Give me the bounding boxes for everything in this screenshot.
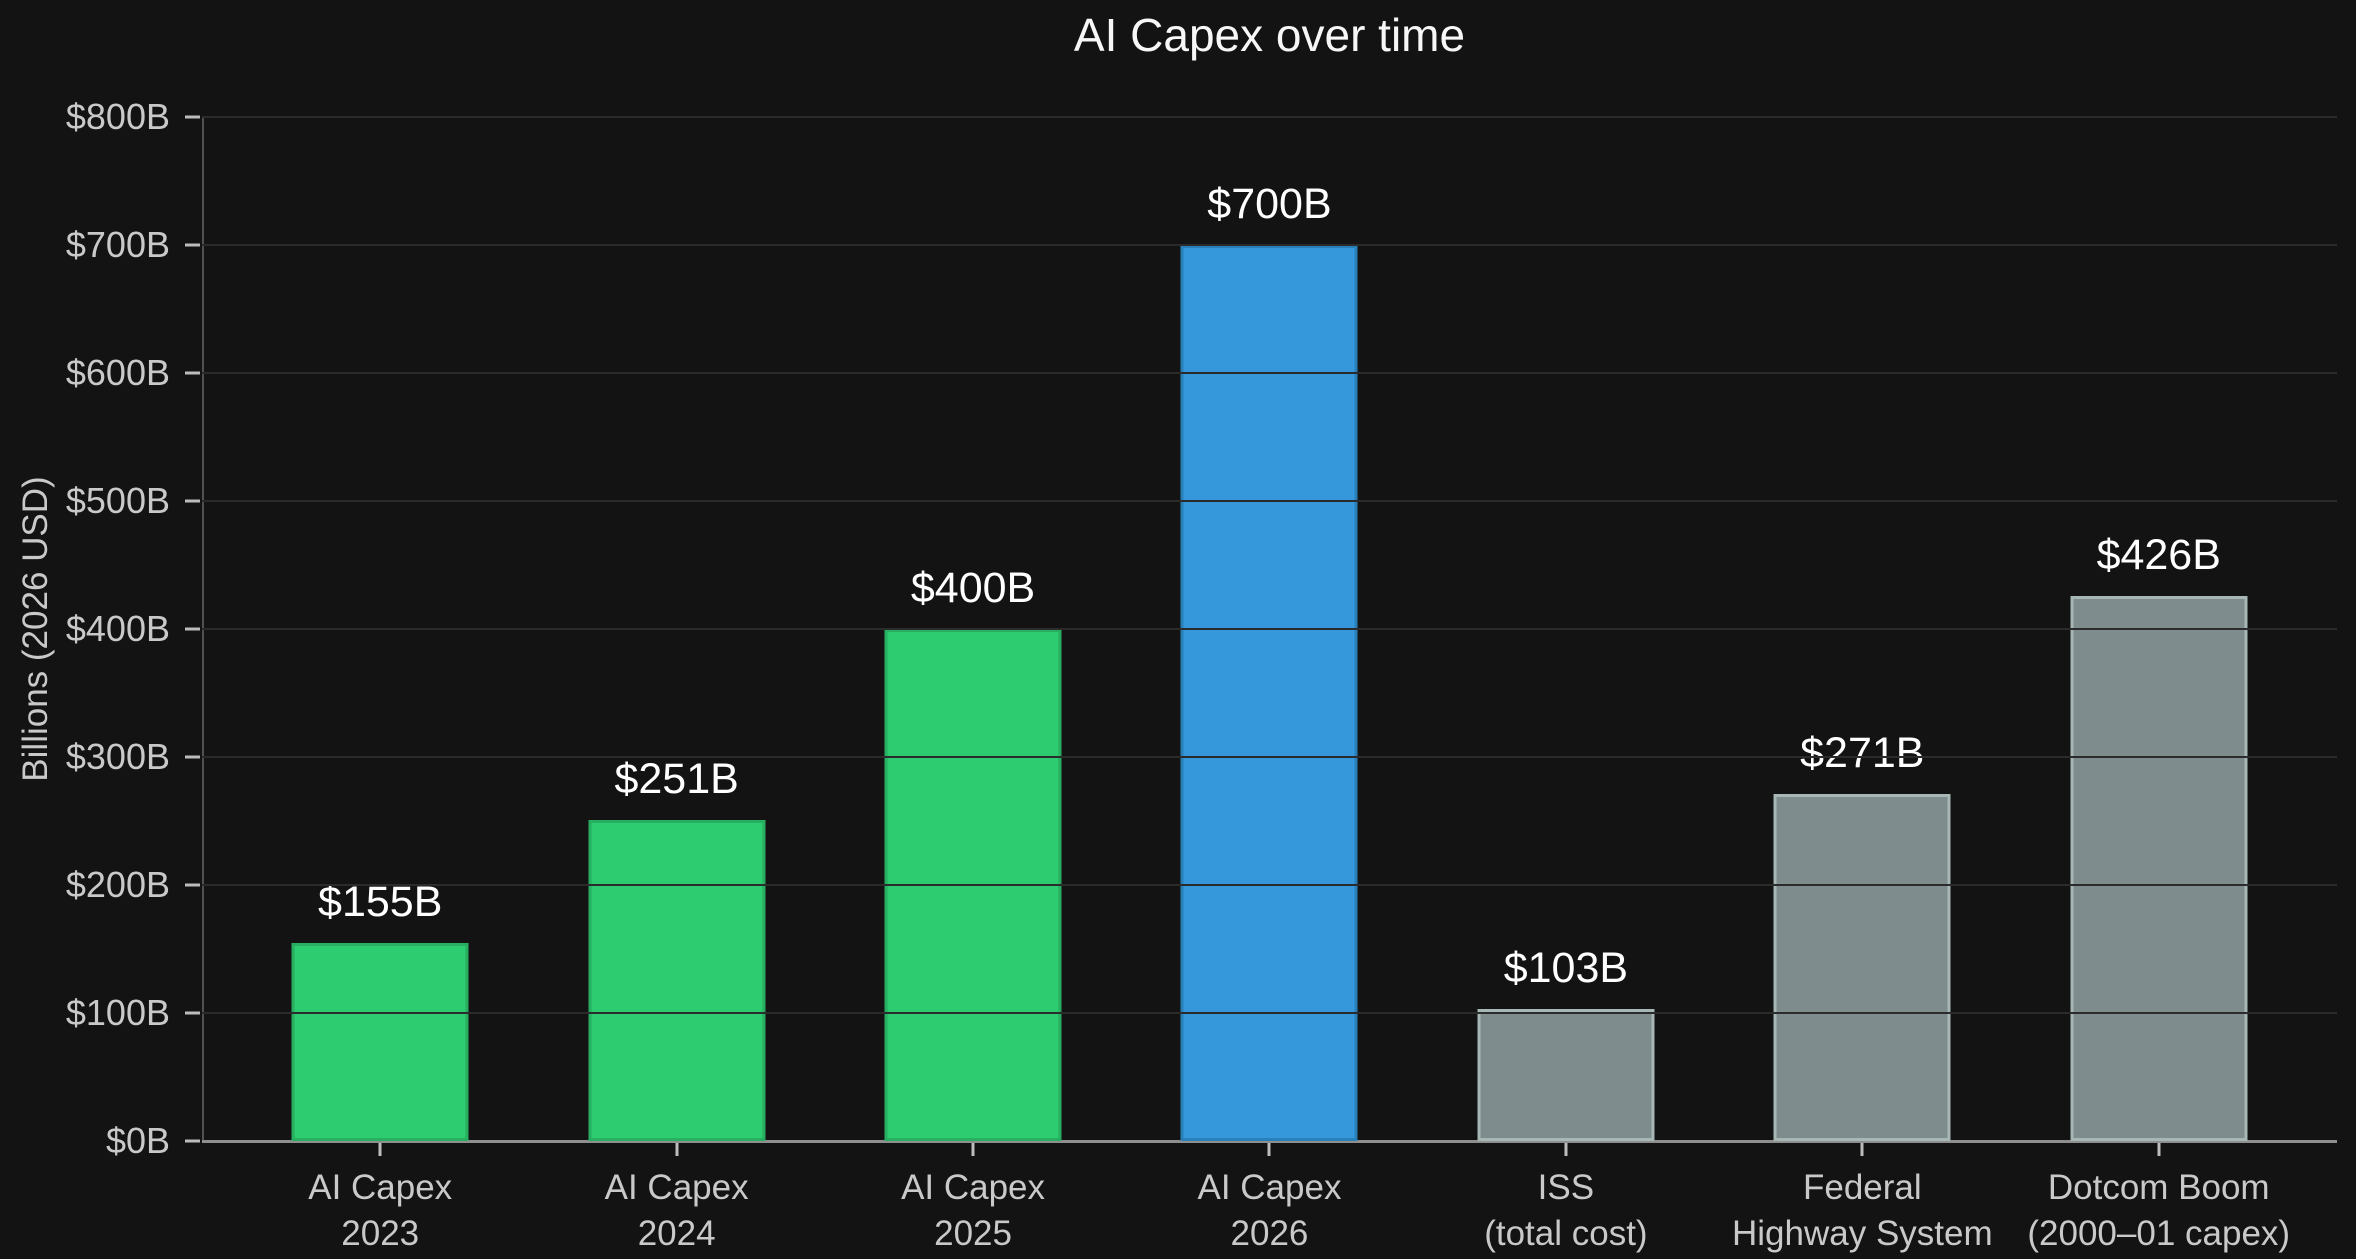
x-tick-label: AI Capex 2025 [901,1168,1046,1254]
gridline [202,1012,2337,1014]
bar-value-label: $271B [1800,729,1925,778]
x-tick-mark [1267,1143,1271,1156]
y-tick-label: $700B [65,224,170,265]
bar-value-label: $400B [910,564,1036,612]
bar [588,819,766,1141]
x-tick-mark [1564,1143,1568,1156]
y-tick-label: $600B [65,352,170,393]
y-tick-label: $200B [65,864,170,905]
y-tick-label: $300B [65,736,170,777]
bar [1477,1009,1655,1141]
x-tick-mark [378,1143,382,1156]
y-tick-mark [185,627,200,631]
bar-slot: $103B ISS (total cost) [1418,117,1714,1253]
y-tick-mark [185,371,200,375]
y-tick-mark [185,883,200,887]
y-tick-label: $800B [65,96,170,137]
bar-slot: $251B AI Capex 2024 [528,117,824,1253]
y-tick-mark [185,1011,200,1015]
y-tick-label: $0B [105,1120,170,1161]
y-tick-mark [185,1139,200,1143]
gridline [202,500,2337,502]
y-tick-label: $500B [65,480,170,521]
bar [1180,245,1358,1141]
bar-value-label: $426B [2096,530,2221,579]
y-tick-mark [185,499,200,503]
x-tick-label: AI Capex 2024 [604,1168,749,1254]
x-tick-label: AI Capex 2023 [308,1168,453,1254]
gridline [202,116,2337,118]
y-tick-mark [185,115,200,119]
y-tick-mark [185,243,200,247]
x-tick-label: AI Capex 2026 [1197,1168,1342,1254]
gridline [202,756,2337,758]
x-tick-mark [1860,1143,1864,1156]
chart-title: AI Capex over time [1073,9,1466,61]
gridline [202,628,2337,630]
bar [291,942,469,1141]
bar-slot: $700B AI Capex 2026 [1121,117,1417,1253]
y-tick-label: $100B [65,992,170,1033]
x-tick-mark [971,1143,975,1156]
gridline [202,244,2337,246]
x-axis-line [202,1140,2337,1143]
y-tick-label: $400B [65,608,170,649]
bar-value-label: $103B [1503,944,1629,993]
bar [2070,595,2248,1141]
x-tick-mark [675,1143,679,1156]
x-tick-label: Dotcom Boom (2000–01 capex) [2027,1168,2291,1254]
bar-value-label: $251B [614,754,739,803]
y-axis-title: Billions (2026 USD) [16,476,55,782]
bar-value-label: $700B [1207,180,1332,228]
bar-slot: $271B Federal Highway System [1714,117,2010,1253]
x-tick-label: ISS (total cost) [1484,1168,1648,1254]
x-tick-label: Federal Highway System [1731,1168,1993,1254]
bar-slot: $426B Dotcom Boom (2000–01 capex) [2011,117,2307,1253]
plot-area: $155B AI Capex 2023 $251B AI Capex 2024 $400B A… [66,96,2337,1253]
gridline [202,884,2337,886]
bar [1773,794,1951,1141]
y-tick-mark [185,755,200,759]
gridline [202,372,2337,374]
x-tick-mark [2157,1143,2161,1156]
